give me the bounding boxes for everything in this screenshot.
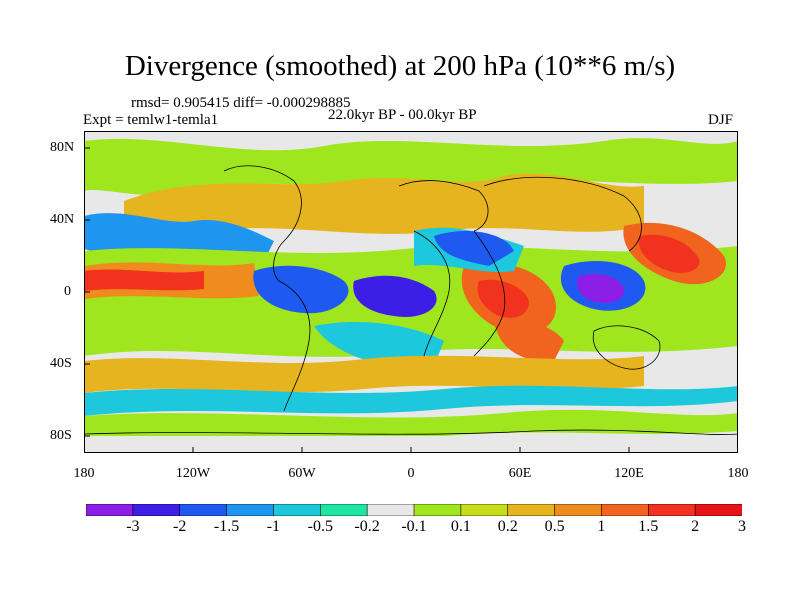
coastline-asia [483, 176, 642, 252]
colorbar-label: 0.5 [544, 518, 565, 535]
lat-label-40s: 40S [50, 356, 72, 371]
stats-text: rmsd= 0.905415 diff= -0.000298885 [131, 95, 351, 111]
colorbar-swatch [601, 504, 649, 516]
lon-label-120w: 120W [175, 466, 211, 481]
colorbar-label: 1 [597, 518, 606, 535]
lon-label-180w: 180 [73, 466, 95, 481]
coastline-africa-east [473, 230, 506, 357]
coastline-africa-west [413, 230, 451, 357]
contour-red-wpacific-core [638, 234, 700, 273]
contour-blue-samerica [253, 265, 349, 314]
coastlines [84, 165, 738, 435]
contour-neutral-antarctic [84, 436, 738, 453]
divergence-map [84, 131, 738, 453]
colorbar-swatch [179, 504, 228, 516]
colorbar-label: -0.1 [401, 518, 427, 535]
colorbar-label: 2 [691, 518, 700, 535]
colorbar-swatch [647, 504, 696, 516]
contour-blue-india [434, 231, 514, 266]
colorbar-label: -0.2 [354, 518, 380, 535]
colorbar-swatch [366, 504, 415, 516]
lat-label-80n: 80N [50, 140, 75, 155]
lon-label-120e: 120E [614, 466, 644, 481]
lon-label-0: 0 [407, 466, 415, 481]
colorbar-label: 0.1 [450, 518, 471, 535]
contour-cyan-stropics [314, 321, 444, 367]
colorbar-swatch [132, 504, 181, 516]
contour-blue-atlantic [353, 275, 437, 317]
lon-label-60w: 60W [288, 466, 316, 481]
lat-label-40n: 40N [50, 212, 75, 227]
colorbar-label: -3 [126, 518, 140, 535]
colorbar [86, 504, 742, 516]
lat-label-80s: 80S [50, 428, 72, 443]
plot-title: Divergence (smoothed) at 200 hPa (10**6 … [124, 50, 676, 82]
map-frame [84, 131, 738, 453]
contour-red-epacific [84, 269, 204, 291]
colorbar-label: -2 [173, 518, 187, 535]
colorbar-swatch [319, 504, 368, 516]
colorbar-swatch [554, 504, 603, 516]
contour-positive-north [84, 138, 738, 196]
period-label: 22.0kyr BP - 00.0kyr BP [328, 107, 477, 123]
coastline-europe [398, 180, 489, 232]
season-label: DJF [708, 112, 734, 128]
colorbar-label: -1.5 [213, 518, 240, 535]
coastline-north-america [223, 165, 302, 282]
colorbar-label: -0.5 [307, 518, 333, 535]
contour-orange-smidlat [84, 355, 644, 393]
lat-label-0: 0 [64, 284, 71, 299]
experiment-label: Expt = temlw1-temla1 [83, 112, 219, 128]
lon-label-180e: 180 [727, 466, 749, 481]
coastline-south-america [278, 280, 311, 412]
colorbar-swatch [226, 504, 275, 516]
lon-label-60e: 60E [508, 466, 532, 481]
colorbar-swatch [413, 504, 462, 516]
colorbar-swatch [460, 504, 509, 516]
colorbar-swatch [86, 504, 134, 516]
colorbar-swatch [507, 504, 556, 516]
coastline-australia [592, 325, 661, 370]
coastline-antarctica [84, 429, 738, 435]
colorbar-label: -1 [266, 518, 281, 535]
contour-red-satlantic [494, 319, 564, 362]
contour-red-africa-core [477, 279, 529, 318]
colorbar-swatch [273, 504, 321, 516]
colorbar-label: 3 [738, 518, 746, 535]
colorbar-swatch [694, 504, 742, 516]
contour-fields [84, 131, 738, 453]
colorbar-label: 1.5 [638, 518, 659, 535]
colorbar-label: 0.2 [497, 518, 518, 535]
contour-cyan-southern [84, 385, 738, 416]
contour-orange-midlat [124, 173, 644, 234]
contour-purple-maritime [577, 274, 625, 303]
